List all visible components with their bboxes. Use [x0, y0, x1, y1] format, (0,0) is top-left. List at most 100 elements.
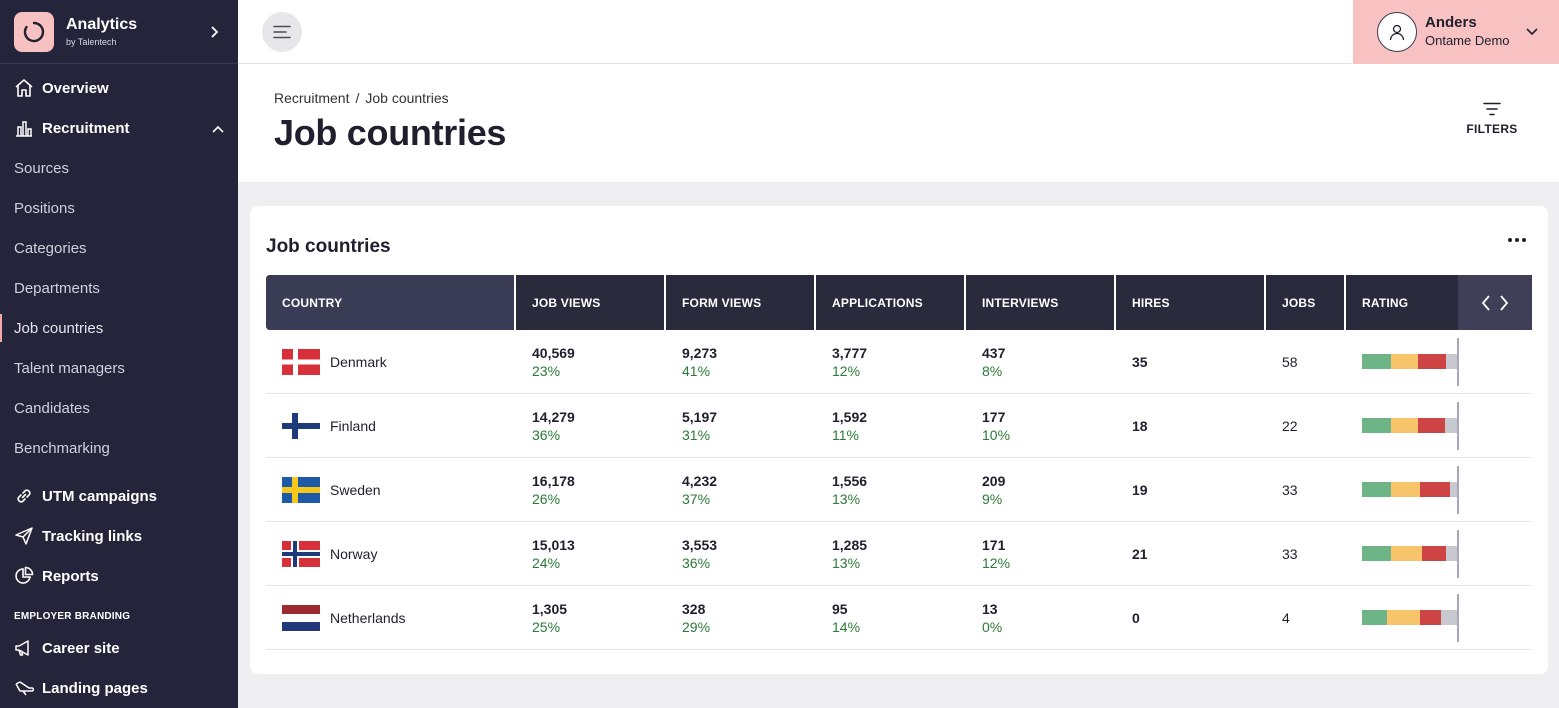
hires-cell: 21	[1116, 522, 1266, 585]
hires-value: 18	[1132, 417, 1148, 434]
chevron-left-icon[interactable]	[1481, 295, 1491, 314]
rating-divider	[1457, 466, 1459, 514]
rating-cell	[1346, 394, 1459, 457]
sidebar-item-positions[interactable]: Positions	[0, 188, 238, 228]
breadcrumb-parent-link[interactable]: Recruitment	[274, 90, 350, 106]
chevron-down-icon[interactable]	[1525, 23, 1538, 41]
brand-title: Analytics	[66, 16, 138, 33]
sidebar-item-categories[interactable]: Categories	[0, 228, 238, 268]
sidebar-item-reports[interactable]: Reports	[0, 556, 238, 596]
filters-label: FILTERS	[1466, 122, 1518, 136]
form-views-percent: 37%	[682, 490, 711, 507]
form-views-value: 3,553	[682, 536, 718, 553]
form-views-percent: 36%	[682, 554, 711, 571]
sidebar-item-candidates[interactable]: Candidates	[0, 388, 238, 428]
country-cell: Finland	[266, 394, 516, 457]
empty-cell	[1458, 522, 1532, 585]
job-views-value: 14,279	[532, 408, 575, 425]
job-views-value: 15,013	[532, 536, 575, 553]
breadcrumb-separator: /	[355, 90, 360, 106]
hires-cell: 18	[1116, 394, 1266, 457]
rating-segment	[1362, 354, 1391, 369]
table-row[interactable]: Sweden 16,178 26% 4,232 37% 1,556 13% 20…	[266, 458, 1532, 522]
user-menu[interactable]: Anders Ontame Demo	[1353, 0, 1559, 64]
column-header-interviews[interactable]: INTERVIEWS	[966, 275, 1116, 330]
column-header-applications[interactable]: APPLICATIONS	[816, 275, 966, 330]
sidebar-item-benchmarking[interactable]: Benchmarking	[0, 428, 238, 468]
rating-segment	[1362, 610, 1387, 625]
chevron-up-icon[interactable]	[212, 120, 224, 137]
table-row[interactable]: Norway 15,013 24% 3,553 36% 1,285 13% 17…	[266, 522, 1532, 586]
menu-toggle-button[interactable]	[262, 12, 302, 52]
rating-segment	[1390, 482, 1420, 497]
interviews-cell: 177 10%	[966, 394, 1116, 457]
page-header: Recruitment / Job countries Job countries …	[238, 64, 1559, 182]
column-header-country[interactable]: COUNTRY	[266, 275, 516, 330]
interviews-cell: 171 12%	[966, 522, 1116, 585]
column-header-rating[interactable]: RATING	[1362, 295, 1409, 310]
brand[interactable]: Analytics by Talentech	[0, 0, 238, 64]
sidebar-item-tracking-links[interactable]: Tracking links	[0, 516, 238, 556]
applications-value: 1,285	[832, 536, 868, 553]
sidebar-item-label: Landing pages	[42, 679, 148, 697]
user-organization: Ontame Demo	[1425, 33, 1510, 48]
rating-divider	[1457, 402, 1459, 450]
sidebar-nav: Overview Recruitment Sources Positions C…	[0, 64, 238, 708]
filters-button[interactable]: FILTERS	[1466, 102, 1518, 136]
applications-cell: 95 14%	[816, 586, 966, 649]
rating-segment	[1386, 610, 1420, 625]
hamburger-icon	[273, 25, 291, 39]
rating-segment	[1362, 546, 1391, 561]
column-header-jobs[interactable]: JOBS	[1266, 275, 1346, 330]
form-views-cell: 5,197 31%	[666, 394, 816, 457]
country-cell: Norway	[266, 522, 516, 585]
top-bar: Anders Ontame Demo	[238, 0, 1559, 64]
form-views-percent: 31%	[682, 426, 711, 443]
more-options-button[interactable]	[1508, 238, 1526, 242]
sidebar-item-label: Recruitment	[42, 119, 130, 137]
job-countries-table: COUNTRY JOB VIEWS FORM VIEWS APPLICATION…	[266, 275, 1532, 650]
rating-segment	[1444, 418, 1458, 433]
jobs-cell: 33	[1266, 522, 1346, 585]
interviews-percent: 8%	[982, 362, 1003, 379]
sidebar-item-landing-pages[interactable]: Landing pages	[0, 668, 238, 708]
form-views-value: 5,197	[682, 408, 718, 425]
country-name: Sweden	[330, 481, 381, 498]
column-header-job-views[interactable]: JOB VIEWS	[516, 275, 666, 330]
jobs-value: 22	[1282, 417, 1298, 434]
brand-logo-icon	[14, 11, 54, 52]
job-views-percent: 24%	[532, 554, 561, 571]
sidebar-item-career-site[interactable]: Career site	[0, 628, 238, 668]
send-icon	[14, 526, 34, 546]
sidebar-item-label: Candidates	[14, 399, 90, 417]
hires-value: 19	[1132, 481, 1148, 498]
rating-cell	[1346, 522, 1459, 585]
chevron-right-icon[interactable]	[204, 22, 224, 42]
table-row[interactable]: Denmark 40,569 23% 9,273 41% 3,777 12% 4…	[266, 330, 1532, 394]
sidebar-item-talent-managers[interactable]: Talent managers	[0, 348, 238, 388]
rating-segment	[1419, 482, 1451, 497]
table-row[interactable]: Netherlands 1,305 25% 328 29% 95 14% 13 …	[266, 586, 1532, 650]
empty-cell	[1458, 394, 1532, 457]
sidebar-item-recruitment[interactable]: Recruitment	[0, 108, 238, 148]
interviews-value: 13	[982, 600, 998, 617]
norway-flag-icon	[282, 540, 320, 567]
interviews-value: 177	[982, 408, 1006, 425]
sidebar-item-job-countries[interactable]: Job countries	[0, 308, 238, 348]
rating-bar	[1362, 546, 1458, 561]
rating-segment	[1419, 610, 1441, 625]
dot-icon	[1508, 238, 1512, 242]
table-row[interactable]: Finland 14,279 36% 5,197 31% 1,592 11% 1…	[266, 394, 1532, 458]
chevron-right-icon[interactable]	[1499, 295, 1509, 314]
sidebar-item-utm-campaigns[interactable]: UTM campaigns	[0, 476, 238, 516]
card-title: Job countries	[266, 236, 391, 257]
country-name: Finland	[330, 417, 376, 434]
sidebar-item-departments[interactable]: Departments	[0, 268, 238, 308]
hires-value: 0	[1132, 609, 1140, 626]
applications-cell: 1,285 13%	[816, 522, 966, 585]
column-header-form-views[interactable]: FORM VIEWS	[666, 275, 816, 330]
country-name: Netherlands	[330, 609, 406, 626]
column-header-hires[interactable]: HIRES	[1116, 275, 1266, 330]
sidebar-item-overview[interactable]: Overview	[0, 68, 238, 108]
sidebar-item-sources[interactable]: Sources	[0, 148, 238, 188]
